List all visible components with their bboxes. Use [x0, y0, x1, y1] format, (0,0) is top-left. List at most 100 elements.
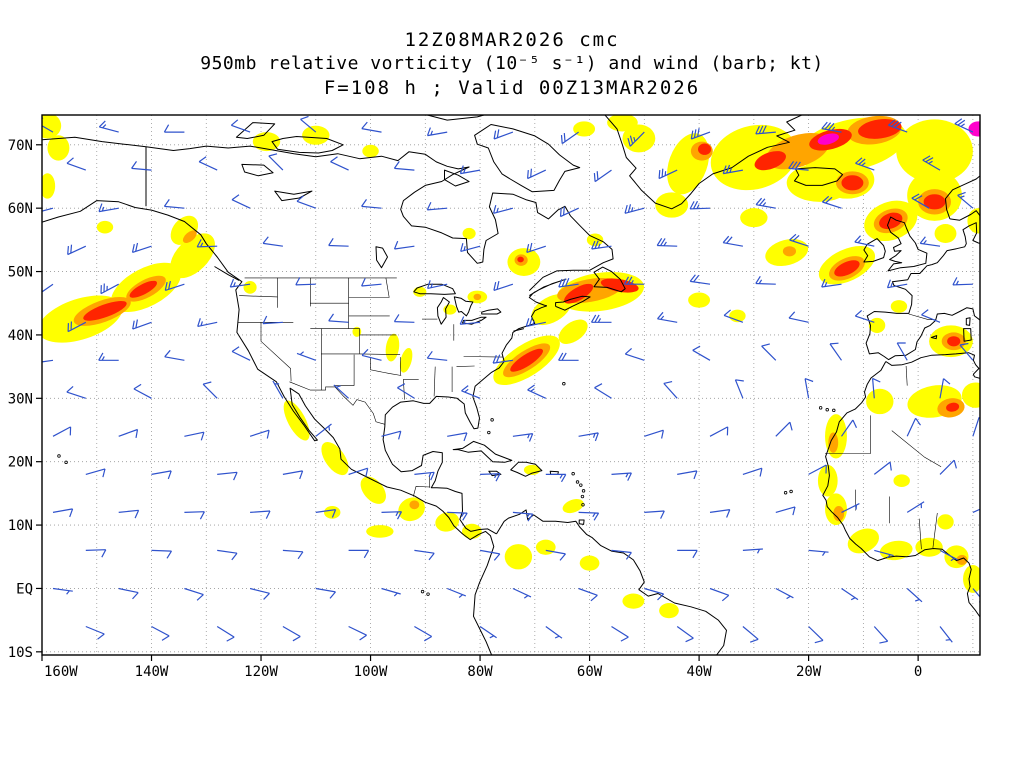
wind-barb [131, 242, 152, 253]
wind-barb [361, 121, 382, 133]
coastline-norway-south [949, 210, 980, 221]
coastline-gulf-atlantic-coast [382, 305, 548, 535]
wind-barb [163, 124, 185, 133]
wind-barb [906, 588, 923, 603]
wind-barb [216, 625, 235, 642]
wind-barb [118, 587, 139, 600]
coastline-europe-west [865, 264, 980, 361]
wind-barb [393, 240, 415, 250]
wind-barb [67, 244, 87, 256]
coastline-iceland [793, 167, 844, 186]
wind-barb [348, 625, 367, 641]
vorticity-blob [302, 125, 330, 145]
wind-barb [689, 200, 711, 210]
lon-tick-label: 80W [467, 664, 493, 680]
coastline-trinidad [578, 519, 585, 525]
wind-barb [493, 204, 514, 214]
wind-barb [393, 314, 415, 323]
wind-barb [734, 379, 744, 399]
vorticity-blob [182, 230, 197, 243]
vorticity-blob [688, 292, 711, 308]
wind-barb [315, 423, 332, 437]
vorticity-blob [782, 246, 797, 257]
small-island [789, 489, 793, 494]
wind-barb [381, 587, 401, 597]
wind-barb [755, 197, 776, 209]
coastline-norway-west [945, 175, 980, 220]
political-border [433, 366, 436, 397]
wind-barb [559, 206, 579, 218]
vorticity-blob [893, 474, 910, 488]
wind-barb [250, 510, 271, 519]
wind-barb [594, 383, 612, 399]
wind-barb [282, 470, 304, 480]
wind-barb [426, 127, 448, 137]
wind-barb [184, 511, 205, 520]
wind-barb [939, 626, 953, 643]
vorticity-blob [96, 220, 114, 234]
vorticity-blob [385, 333, 400, 362]
wind-barb [493, 280, 514, 291]
vorticity-blob [42, 173, 56, 199]
wind-barb [644, 429, 664, 439]
vorticity-blob [517, 256, 524, 263]
wind-barb [414, 549, 435, 561]
coastline-great-bear-lake [241, 163, 274, 177]
wind-barb-layer [42, 115, 980, 644]
vorticity-blob [324, 506, 341, 519]
wind-barb [414, 471, 435, 481]
vorticity-blob [473, 293, 482, 301]
wind-barb [644, 510, 665, 519]
political-border [370, 357, 402, 376]
small-island [581, 503, 585, 507]
lon-tick-label: 40W [686, 664, 712, 680]
vorticity-blob [879, 540, 913, 561]
wind-barb [52, 587, 73, 595]
wind-barb [426, 201, 448, 211]
small-island [825, 408, 829, 412]
small-island [426, 592, 430, 596]
vorticity-blob [834, 260, 860, 277]
wind-barb [42, 117, 54, 133]
lat-tick-label: 30N [8, 391, 33, 407]
vorticity-blob [252, 132, 281, 152]
wind-barb [525, 317, 546, 327]
wind-barb [677, 549, 698, 559]
vorticity-blob [667, 133, 710, 195]
wind-barb [217, 471, 238, 481]
wind-barb [922, 155, 941, 171]
wind-barb [709, 587, 730, 602]
wind-barb [296, 195, 317, 209]
wind-barb [611, 625, 629, 642]
wind-barb [611, 549, 632, 560]
wind-barb [919, 236, 941, 247]
wind-barb [755, 275, 776, 285]
vorticity-blob [828, 432, 839, 453]
lon-tick-label: 0 [914, 664, 922, 680]
small-island [487, 430, 491, 435]
wind-barb [742, 626, 759, 643]
lat-tick-label: EQ [16, 581, 33, 597]
wind-barb [775, 587, 794, 600]
coastline-layer [42, 115, 980, 655]
wind-barb [315, 587, 336, 599]
wind-barb [230, 119, 251, 133]
wind-barb [512, 511, 534, 522]
lat-tick-label: 10S [8, 645, 33, 661]
vorticity-blob [321, 441, 349, 476]
wind-barb [118, 509, 140, 519]
vorticity-blob [890, 300, 908, 313]
vorticity-blob [47, 135, 70, 161]
coastline-great-britain [887, 216, 928, 272]
wind-barb [623, 276, 645, 285]
lat-tick-label: 70N [8, 138, 33, 154]
wind-barb [427, 280, 448, 289]
wind-barb [493, 129, 514, 140]
wind-barb [282, 549, 304, 560]
wind-barb [578, 432, 599, 442]
wind-barb [886, 279, 908, 289]
axis-labels: 70N 60N 50N 40N 30N 20N 10N EQ 10S 160W 140W 120W 10… [8, 138, 923, 680]
political-border [289, 381, 385, 425]
political-border [918, 518, 922, 550]
